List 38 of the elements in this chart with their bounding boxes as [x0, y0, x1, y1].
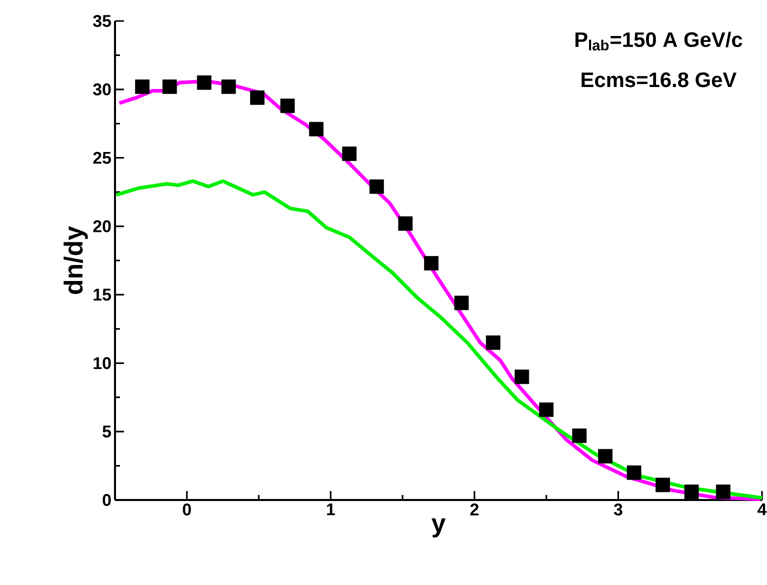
point	[221, 79, 236, 94]
point	[398, 216, 413, 231]
point	[486, 335, 500, 350]
point	[162, 79, 177, 94]
y-tick-label: 30	[93, 83, 111, 96]
y-tick-label: 15	[94, 288, 112, 301]
x-tick-label: 0	[182, 504, 191, 516]
point	[598, 449, 612, 464]
x-tick-label: 2	[470, 504, 478, 516]
point	[196, 75, 212, 90]
y-tick-label: 10	[94, 357, 111, 370]
y-tick-label: 20	[93, 220, 111, 232]
x-tick-label: 3	[614, 504, 622, 516]
annotation: Ecms=16.8 GeV	[582, 72, 737, 88]
point	[716, 484, 730, 499]
x-tick-label: 1	[327, 504, 335, 516]
point	[454, 296, 469, 310]
y-axis-title: dn/dy	[64, 226, 88, 294]
point	[369, 179, 384, 194]
point	[514, 370, 530, 384]
point	[424, 256, 439, 270]
point	[539, 402, 554, 417]
point	[250, 90, 265, 105]
point	[135, 79, 150, 94]
x-axis-title: y	[432, 518, 446, 538]
point	[309, 122, 324, 136]
point	[342, 146, 357, 161]
y-tick-label: 0	[102, 494, 111, 506]
y-tick-label: 35	[93, 14, 112, 27]
point	[656, 478, 670, 492]
annotation: P$_{lab}$=150 A GeV/c	[575, 32, 742, 50]
point	[572, 428, 587, 443]
y-tick-label: 5	[102, 426, 112, 438]
x-tick-label: 4	[758, 504, 767, 516]
point	[626, 465, 642, 480]
point	[280, 98, 295, 114]
point	[684, 484, 699, 499]
y-tick-label: 25	[93, 152, 112, 164]
